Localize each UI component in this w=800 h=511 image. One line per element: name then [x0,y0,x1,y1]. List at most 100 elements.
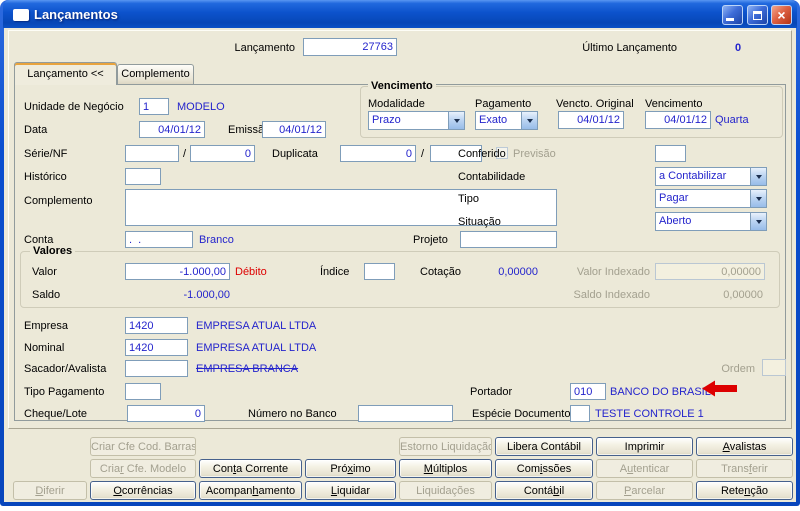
button-liquidar[interactable]: Liquidar [305,481,396,500]
close-button[interactable]: × [771,5,792,25]
duplicata-separator: / [421,148,425,160]
contabilidade-select[interactable]: a Contabilizar [655,167,767,186]
empresa-input[interactable] [125,317,188,334]
button-imprimir[interactable]: Imprimir [596,437,693,456]
numero-banco-label: Número no Banco [248,408,337,420]
especie-documento-input[interactable] [570,405,590,422]
minimize-button[interactable] [722,5,743,25]
button-multiplos[interactable]: Múltiplos [399,459,492,478]
cheque-lote-input[interactable] [127,405,205,422]
nominal-input[interactable] [125,339,188,356]
valor-label: Valor [32,266,57,278]
serie-nf-separator: / [183,148,187,160]
projeto-label: Projeto [413,234,448,246]
data-input[interactable] [139,121,205,138]
ordem-input [762,359,786,376]
contabilidade-dropdown-icon[interactable] [750,168,766,185]
situacao-select[interactable]: Aberto [655,212,767,231]
portador-desc: BANCO DO BRASIL [610,386,711,398]
conta-input[interactable] [125,231,193,248]
titlebar[interactable]: Lançamentos [3,0,797,28]
complemento-label: Complemento [24,195,93,207]
conferido-label: Conferido [458,148,506,160]
unidade-input[interactable] [139,98,169,115]
projeto-input[interactable] [460,231,557,248]
duplicata-input2[interactable] [430,145,482,162]
serie-nf-input1[interactable] [125,145,179,162]
button-libera-contabil[interactable]: Libera Contábil [495,437,593,456]
sacador-avalista-desc: EMPRESA BRANCA [196,363,299,375]
especie-documento-label: Espécie Documento [472,408,571,420]
button-retencao[interactable]: Retenção [696,481,793,500]
conferido-input[interactable] [655,145,686,162]
lancamento-input[interactable] [303,38,397,56]
button-proximo[interactable]: Próximo [305,459,396,478]
vencimento-group [360,86,783,138]
vencimento-group-title: Vencimento [368,80,436,92]
vencimento-weekday: Quarta [715,114,749,126]
portador-label: Portador [470,386,513,398]
ordem-label: Ordem [721,363,755,375]
portador-input[interactable] [570,383,606,400]
maximize-button[interactable] [747,5,768,25]
empresa-label: Empresa [24,320,69,332]
button-grid: Criar Cfe Cod. Barras Estorno Liquidação L… [13,437,793,500]
nominal-desc: EMPRESA ATUAL LTDA [196,342,317,354]
ultimo-lancamento-value: 0 [735,42,742,54]
especie-documento-desc: TESTE CONTROLE 1 [595,408,704,420]
button-diferir: Diferir [13,481,87,500]
valores-group [20,251,780,308]
conta-label: Conta [24,234,54,246]
close-icon: × [777,7,786,23]
valor-input[interactable] [125,263,230,280]
unidade-desc: MODELO [177,101,225,113]
previsao-checkbox [496,147,508,159]
tipo-pagamento-input[interactable] [125,383,161,400]
vencto-original-input[interactable] [558,111,624,129]
tab-complemento[interactable]: Complemento [117,64,194,85]
serie-nf-label: Série/NF [24,148,68,160]
pagamento-select[interactable]: Exato [475,111,538,130]
contabilidade-label: Contabilidade [458,171,526,183]
serie-nf-input2[interactable] [190,145,255,162]
numero-banco-input[interactable] [358,405,453,422]
ultimo-lancamento-label: Último Lançamento [582,42,677,54]
historico-input[interactable] [125,168,161,185]
modalidade-dropdown-icon[interactable] [448,112,464,129]
button-transferir: Transferir [696,459,793,478]
pagamento-dropdown-icon[interactable] [521,112,537,129]
tipo-dropdown-icon[interactable] [750,190,766,207]
tipo-pagamento-label: Tipo Pagamento [24,386,105,398]
modalidade-label: Modalidade [368,98,425,110]
emissao-input[interactable] [262,121,326,138]
minimize-icon [725,18,734,21]
saldo-label: Saldo [32,289,61,301]
button-conta-corrente[interactable]: Conta Corrente [199,459,302,478]
sacador-avalista-input[interactable] [125,360,188,377]
indice-input[interactable] [364,263,395,280]
button-avalistas[interactable]: Avalistas [696,437,793,456]
indice-label: Índice [320,266,350,278]
button-acompanhamento[interactable]: Acompanhamento [199,481,302,500]
previsao-label: Previsão [513,148,556,160]
valor-flag-debito: Débito [235,266,267,278]
tipo-select[interactable]: Pagar [655,189,767,208]
vencimento-input[interactable] [645,111,711,129]
saldo-value: -1.000,00 [183,289,230,301]
tab-lancamento[interactable]: Lançamento << [14,62,117,85]
button-contabil[interactable]: Contábil [495,481,593,500]
saldo-indexado-label: Saldo Indexado [573,289,650,301]
cotacao-label: Cotação [420,266,461,278]
button-ocorrencias[interactable]: Ocorrências [90,481,196,500]
cotacao-value: 0,00000 [498,266,538,278]
button-comissoes[interactable]: Comissões [495,459,593,478]
button-criar-cfe-cod-barras: Criar Cfe Cod. Barras [90,437,196,456]
portador-arrow-icon [702,380,737,397]
duplicata-input1[interactable] [340,145,416,162]
data-label: Data [24,124,48,136]
emissao-label: Emissão [228,124,271,136]
situacao-dropdown-icon[interactable] [750,213,766,230]
lancamento-label: Lançamento [234,42,295,54]
modalidade-select[interactable]: Prazo [368,111,465,130]
complemento-textarea[interactable] [125,189,557,226]
